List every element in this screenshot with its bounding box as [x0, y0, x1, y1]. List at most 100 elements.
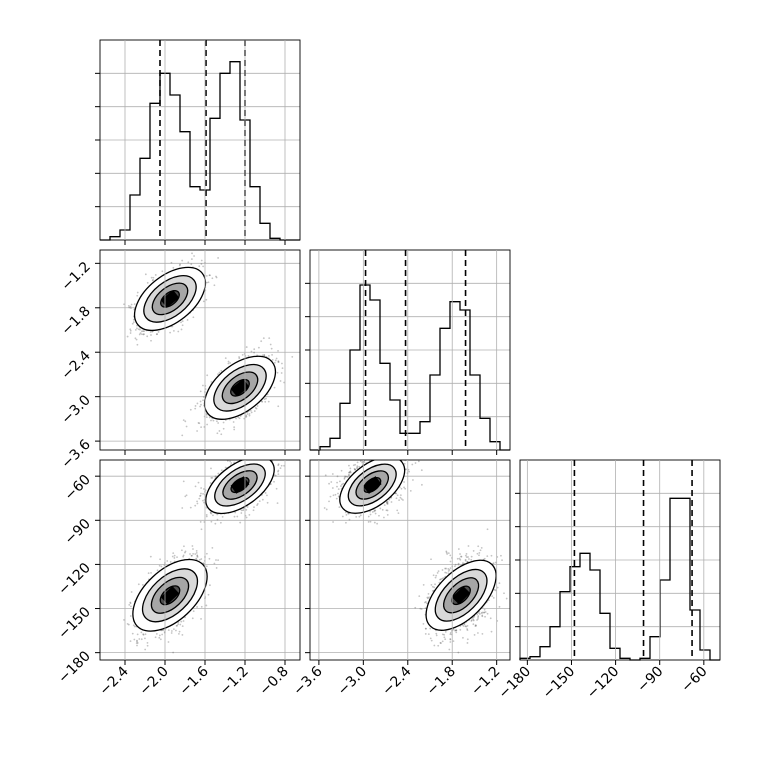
sample-point	[149, 331, 152, 333]
sample-point	[265, 452, 267, 454]
sample-point	[249, 456, 251, 458]
sample-point	[178, 264, 181, 267]
sample-point	[180, 549, 183, 552]
sample-point	[155, 333, 158, 336]
contour-line	[160, 289, 180, 308]
scatter-points	[123, 451, 286, 663]
contour-line	[151, 282, 189, 316]
sample-point	[194, 553, 197, 555]
sample-point	[132, 624, 135, 627]
sample-point	[254, 406, 257, 409]
sample-point	[186, 319, 189, 321]
sample-point	[196, 555, 199, 558]
sample-point	[207, 593, 210, 596]
sample-point	[179, 623, 182, 626]
sample-point	[177, 623, 180, 626]
sample-point	[123, 619, 125, 621]
sample-point	[253, 351, 255, 354]
sample-point	[182, 419, 185, 421]
sample-point	[277, 405, 280, 408]
sample-point	[198, 265, 201, 268]
sample-point	[277, 361, 280, 364]
sample-point	[129, 305, 132, 308]
sample-point	[176, 556, 178, 559]
scatter-panel-2-0	[99, 451, 301, 663]
sample-point	[176, 624, 179, 627]
sample-point	[257, 455, 259, 457]
sample-point	[261, 354, 264, 357]
histogram-bars-1	[310, 284, 510, 451]
sample-point	[137, 328, 140, 331]
sample-point	[271, 353, 273, 356]
sample-point	[156, 333, 158, 335]
sample-point	[194, 405, 197, 407]
sample-point	[151, 279, 154, 282]
sample-point	[255, 407, 258, 410]
sample-point	[217, 559, 220, 562]
contour-line	[143, 274, 197, 323]
sample-point	[217, 257, 220, 259]
sample-point	[190, 263, 193, 266]
sample-point	[159, 638, 162, 641]
sample-point	[128, 306, 131, 309]
sample-point	[182, 620, 185, 622]
sample-point	[263, 354, 266, 357]
sample-point	[227, 362, 230, 365]
sample-point	[144, 273, 147, 276]
sample-point	[291, 355, 294, 358]
sample-point	[136, 291, 139, 294]
scatter-1-0-grid	[124, 250, 286, 450]
sample-point	[271, 457, 273, 459]
sample-point	[200, 426, 203, 429]
sample-point	[172, 329, 175, 332]
sample-point	[171, 325, 174, 328]
sample-point	[205, 552, 208, 555]
sample-point	[210, 419, 212, 422]
sample-point	[136, 640, 138, 643]
sample-point	[257, 346, 260, 349]
sample-point	[161, 633, 164, 636]
sample-point	[172, 651, 175, 654]
sample-point	[146, 644, 149, 647]
sample-point	[202, 562, 205, 565]
sample-point	[210, 381, 213, 383]
sample-point	[277, 470, 279, 473]
sample-point	[255, 453, 257, 455]
sample-point	[232, 421, 235, 423]
sample-point	[170, 261, 173, 264]
sample-point	[142, 330, 145, 333]
sample-point	[205, 416, 208, 419]
sample-point	[189, 408, 192, 411]
sample-point	[180, 328, 183, 331]
histogram-panel-1	[305, 249, 511, 451]
sample-point	[214, 475, 217, 478]
sample-point	[149, 555, 152, 558]
sample-point	[227, 360, 230, 363]
sample-point	[147, 572, 150, 575]
sample-point	[240, 451, 242, 453]
sample-point	[150, 572, 152, 574]
sample-point	[141, 583, 144, 586]
sample-point	[151, 330, 154, 333]
sample-point	[263, 398, 266, 401]
histogram-bars-0	[100, 61, 300, 241]
sample-point	[249, 409, 252, 412]
sample-point	[257, 452, 259, 454]
sample-point	[216, 420, 218, 423]
sample-point	[258, 452, 260, 454]
sample-point	[158, 564, 161, 567]
sample-point	[136, 327, 138, 330]
sample-point	[150, 334, 152, 336]
sample-point	[195, 557, 198, 560]
sample-point	[161, 270, 164, 273]
sample-point	[136, 644, 138, 647]
sample-point	[202, 488, 205, 490]
sample-point	[152, 278, 154, 281]
sample-point	[205, 281, 208, 284]
sample-point	[248, 452, 250, 454]
sample-point	[153, 661, 155, 663]
sample-point	[238, 357, 241, 360]
sample-point	[212, 514, 214, 517]
sample-point	[141, 333, 143, 336]
